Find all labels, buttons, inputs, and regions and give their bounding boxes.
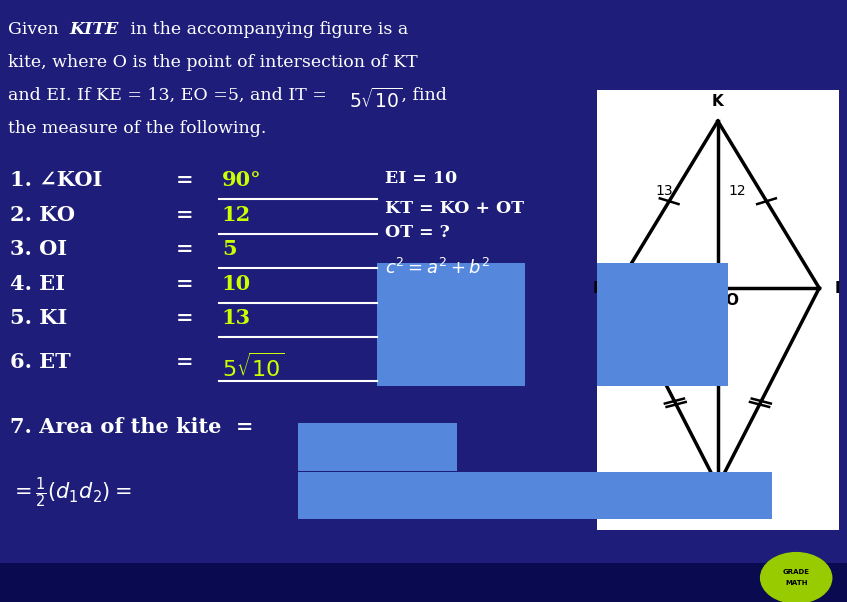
Text: 13: 13 (656, 184, 673, 199)
Text: Given: Given (8, 21, 64, 38)
Text: $c^2 = a^2 + b^2$: $c^2 = a^2 + b^2$ (385, 258, 490, 278)
Text: 7. Area of the kite  =: 7. Area of the kite = (10, 417, 253, 436)
Text: 12: 12 (728, 184, 746, 199)
Bar (597, 90, 839, 530)
Text: 90°: 90° (222, 170, 262, 190)
Text: K: K (712, 95, 723, 110)
Text: =: = (176, 352, 193, 372)
Text: 6. ET: 6. ET (10, 352, 71, 372)
Text: I: I (835, 281, 841, 296)
Text: the measure of the following.: the measure of the following. (8, 120, 267, 137)
Text: EI = 10: EI = 10 (385, 170, 457, 187)
Text: O: O (725, 293, 738, 308)
Text: 3. OI: 3. OI (10, 239, 67, 259)
Text: 5. KI: 5. KI (10, 308, 68, 328)
Text: =: = (176, 205, 193, 225)
Text: 5: 5 (222, 239, 236, 259)
Text: =: = (176, 308, 193, 328)
Text: in the accompanying figure is a: in the accompanying figure is a (125, 21, 408, 38)
Bar (298, 423, 457, 471)
Text: =: = (176, 274, 193, 294)
Text: GRADE: GRADE (783, 569, 810, 575)
Text: 13: 13 (222, 308, 251, 328)
Text: $5\sqrt{10}$: $5\sqrt{10}$ (222, 352, 285, 380)
Text: KITE: KITE (69, 21, 119, 38)
Text: E: E (593, 281, 603, 296)
Text: $5\sqrt{10}$: $5\sqrt{10}$ (349, 87, 402, 111)
Text: kite, where O is the point of intersection of KT: kite, where O is the point of intersecti… (8, 54, 418, 71)
Text: and EI. If KE = 13, EO =5, and IT =: and EI. If KE = 13, EO =5, and IT = (8, 87, 333, 104)
Text: KT = KO + OT: KT = KO + OT (385, 200, 524, 217)
Circle shape (761, 553, 832, 602)
Bar (597, 263, 728, 386)
Text: 4. EI: 4. EI (10, 274, 65, 294)
Text: MATH: MATH (785, 580, 807, 586)
Text: 1. ∠KOI: 1. ∠KOI (10, 170, 102, 190)
Text: $=\frac{1}{2}(d_1 d_2) =$: $=\frac{1}{2}(d_1 d_2) =$ (10, 476, 132, 510)
Bar (0, 563, 847, 602)
Text: 12: 12 (222, 205, 252, 225)
Bar (298, 472, 772, 519)
Text: T: T (712, 497, 723, 511)
Text: =: = (176, 239, 193, 259)
Text: OT = ?: OT = ? (385, 224, 450, 241)
Text: 10: 10 (222, 274, 251, 294)
Text: 2. KO: 2. KO (10, 205, 75, 225)
Text: 5: 5 (667, 272, 677, 287)
Text: =: = (176, 170, 193, 190)
Bar (377, 263, 525, 386)
Text: , find: , find (396, 87, 447, 104)
